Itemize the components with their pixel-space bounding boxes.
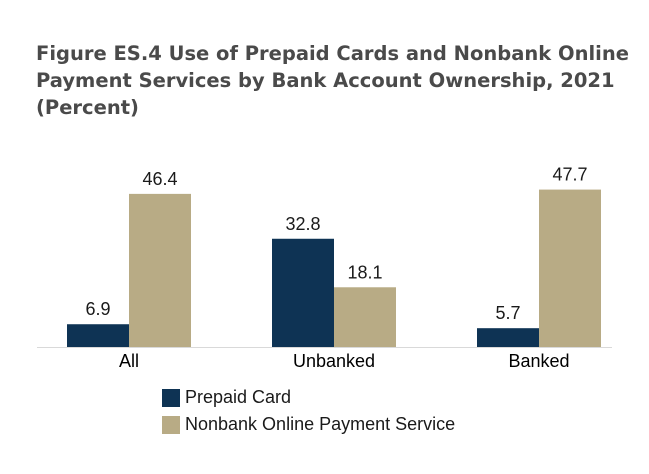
value-labels-group: 6.9 46.4 32.8 18.1 5.7 47.7 bbox=[85, 165, 587, 324]
value-label-nonbank-unbanked: 18.1 bbox=[347, 262, 382, 282]
chart-title-line-3: (Percent) bbox=[36, 96, 139, 119]
bars-group bbox=[67, 189, 601, 347]
bar-nonbank-banked bbox=[539, 189, 601, 347]
legend-label-prepaid: Prepaid Card bbox=[185, 387, 292, 407]
bar-nonbank-unbanked bbox=[334, 287, 396, 347]
legend-swatch-prepaid bbox=[162, 388, 180, 407]
legend: Prepaid Card Nonbank Online Payment Serv… bbox=[162, 384, 455, 438]
bar-prepaid-banked bbox=[477, 328, 539, 347]
category-labels-group: All Unbanked Banked bbox=[119, 351, 570, 371]
chart-title-line-1: Figure ES.4 Use of Prepaid Cards and Non… bbox=[36, 42, 629, 65]
category-label-unbanked: Unbanked bbox=[293, 351, 375, 371]
value-label-nonbank-all: 46.4 bbox=[142, 169, 177, 189]
value-label-nonbank-banked: 47.7 bbox=[552, 165, 587, 185]
legend-item-nonbank: Nonbank Online Payment Service bbox=[162, 411, 455, 438]
value-label-prepaid-unbanked: 32.8 bbox=[285, 214, 320, 234]
legend-label-nonbank: Nonbank Online Payment Service bbox=[185, 414, 456, 434]
chart-title-line-2: Payment Services by Bank Account Ownersh… bbox=[36, 69, 615, 92]
bar-prepaid-all bbox=[67, 324, 129, 347]
category-label-banked: Banked bbox=[508, 351, 569, 371]
chart-title: Figure ES.4 Use of Prepaid Cards and Non… bbox=[36, 40, 636, 121]
legend-swatch-nonbank bbox=[162, 415, 180, 434]
value-label-prepaid-banked: 5.7 bbox=[495, 303, 520, 323]
bar-nonbank-all bbox=[129, 193, 191, 347]
bar-prepaid-unbanked bbox=[272, 238, 334, 347]
category-label-all: All bbox=[119, 351, 139, 371]
legend-item-prepaid: Prepaid Card bbox=[162, 384, 455, 411]
value-label-prepaid-all: 6.9 bbox=[85, 299, 110, 319]
